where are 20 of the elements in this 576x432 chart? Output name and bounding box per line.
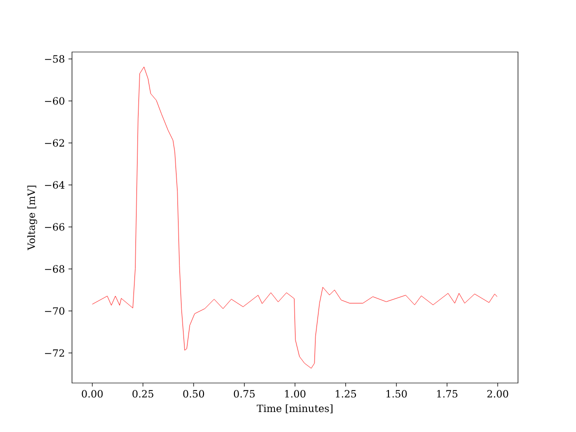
y-tick-label: −68: [45, 265, 64, 273]
y-tick-label: −60: [45, 97, 64, 105]
y-tick-label: −62: [45, 139, 64, 147]
x-tick-label: 0.75: [234, 390, 255, 398]
y-axis-title: Voltage [mV]: [27, 186, 38, 250]
y-tick-label: −58: [45, 55, 64, 63]
y-tick-label: −64: [45, 181, 64, 189]
x-tick-label: 0.00: [82, 390, 103, 398]
x-tick-label: 1.50: [386, 390, 407, 398]
x-axis-title: Time [minutes]: [256, 404, 332, 414]
x-tick-label: 0.50: [183, 390, 204, 398]
x-tick-label: 2.00: [487, 390, 508, 398]
x-tick-label: 0.25: [132, 390, 154, 398]
y-tick-label: −66: [45, 223, 64, 231]
x-tick-label: 1.00: [285, 390, 306, 398]
line-series: [92, 66, 498, 369]
x-tick-label: 1.25: [336, 390, 356, 398]
x-tick-label: 1.75: [437, 390, 458, 398]
y-tick-label: −70: [45, 307, 64, 315]
y-tick-label: −72: [45, 349, 64, 357]
